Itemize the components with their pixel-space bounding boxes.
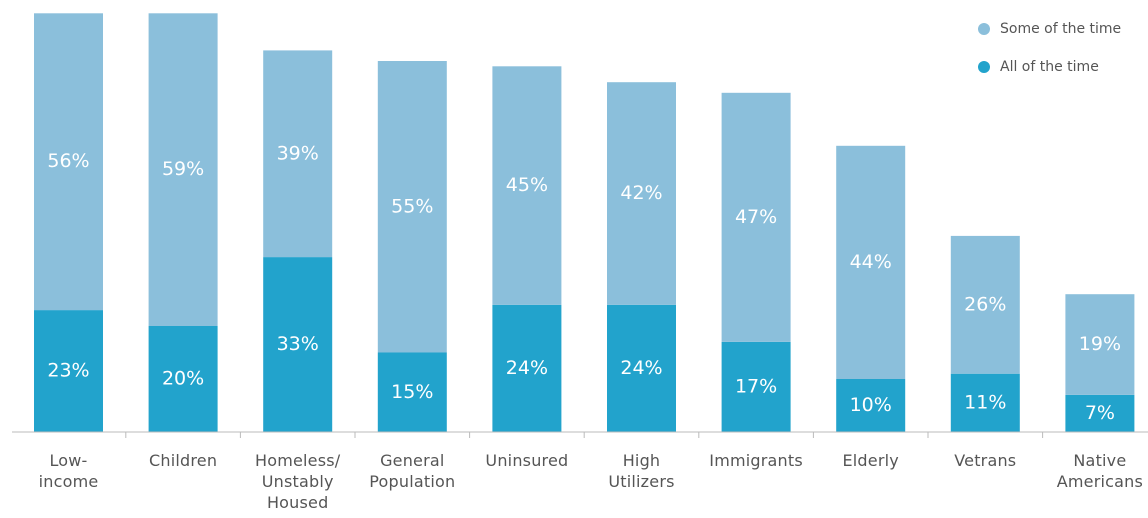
data-label-some-of-the-time: 55% [391, 195, 433, 217]
category-label: Children [149, 451, 217, 470]
data-label-some-of-the-time: 59% [162, 158, 204, 180]
bar-all-of-the-time [1065, 394, 1135, 432]
data-label-all-of-the-time: 24% [506, 357, 548, 379]
data-label-all-of-the-time: 17% [735, 375, 777, 397]
bar-some-of-the-time [377, 61, 447, 353]
data-label-all-of-the-time: 33% [277, 333, 319, 355]
bar-all-of-the-time [377, 352, 447, 432]
data-label-some-of-the-time: 26% [964, 293, 1006, 315]
data-label-some-of-the-time: 39% [277, 142, 319, 164]
category-label: Vetrans [954, 451, 1016, 470]
bar-all-of-the-time [950, 373, 1020, 432]
data-label-some-of-the-time: 56% [47, 150, 89, 172]
category-labels: Low-income Children Homeless/Unstably House… [39, 451, 1143, 512]
legend-label: All of the time [1000, 59, 1099, 75]
category-label: Native Americans [1057, 451, 1143, 491]
bars-layer: 23% 56% 20% 59% 33% 39% 15% 55% 24% 45% 24% 42% 17% 4… [34, 13, 1135, 432]
data-label-some-of-the-time: 45% [506, 174, 548, 196]
bar-some-of-the-time [263, 50, 333, 258]
data-label-all-of-the-time: 23% [47, 360, 89, 382]
bar-some-of-the-time [836, 145, 906, 379]
bar-all-of-the-time [607, 304, 676, 432]
bar-some-of-the-time [607, 82, 676, 305]
bar-all-of-the-time [836, 379, 906, 432]
data-label-all-of-the-time: 7% [1085, 402, 1115, 424]
bar-all-of-the-time [492, 304, 562, 432]
data-label-some-of-the-time: 19% [1079, 333, 1121, 355]
bar-some-of-the-time [721, 92, 791, 342]
category-label: Uninsured [485, 451, 568, 470]
data-label-some-of-the-time: 42% [620, 182, 662, 204]
bar-some-of-the-time [1065, 294, 1135, 395]
category-label: Elderly [842, 451, 898, 470]
legend-label: Some of the time [1000, 21, 1121, 37]
data-label-all-of-the-time: 24% [620, 357, 662, 379]
data-label-all-of-the-time: 15% [391, 381, 433, 403]
data-label-all-of-the-time: 10% [850, 394, 892, 416]
category-label: General Population [369, 451, 455, 491]
data-label-all-of-the-time: 11% [964, 391, 1006, 413]
category-label: Low-income [39, 451, 99, 491]
x-axis [12, 431, 1148, 438]
bar-some-of-the-time [148, 13, 218, 327]
bar-some-of-the-time [492, 66, 562, 305]
category-label: High Utilizers [608, 451, 674, 491]
data-label-some-of-the-time: 47% [735, 206, 777, 228]
legend-swatch [978, 23, 990, 35]
bar-all-of-the-time [34, 310, 103, 432]
data-label-some-of-the-time: 44% [850, 251, 892, 273]
bar-all-of-the-time [721, 341, 791, 432]
legend: Some of the time All of the time [978, 21, 1121, 75]
bar-all-of-the-time [148, 326, 218, 432]
bar-all-of-the-time [263, 257, 333, 432]
category-label: Immigrants [709, 451, 803, 470]
bar-some-of-the-time [950, 235, 1020, 374]
bar-some-of-the-time [34, 13, 103, 311]
legend-swatch [978, 61, 990, 73]
data-label-all-of-the-time: 20% [162, 368, 204, 390]
category-label: Homeless/Unstably Housed [255, 451, 341, 512]
